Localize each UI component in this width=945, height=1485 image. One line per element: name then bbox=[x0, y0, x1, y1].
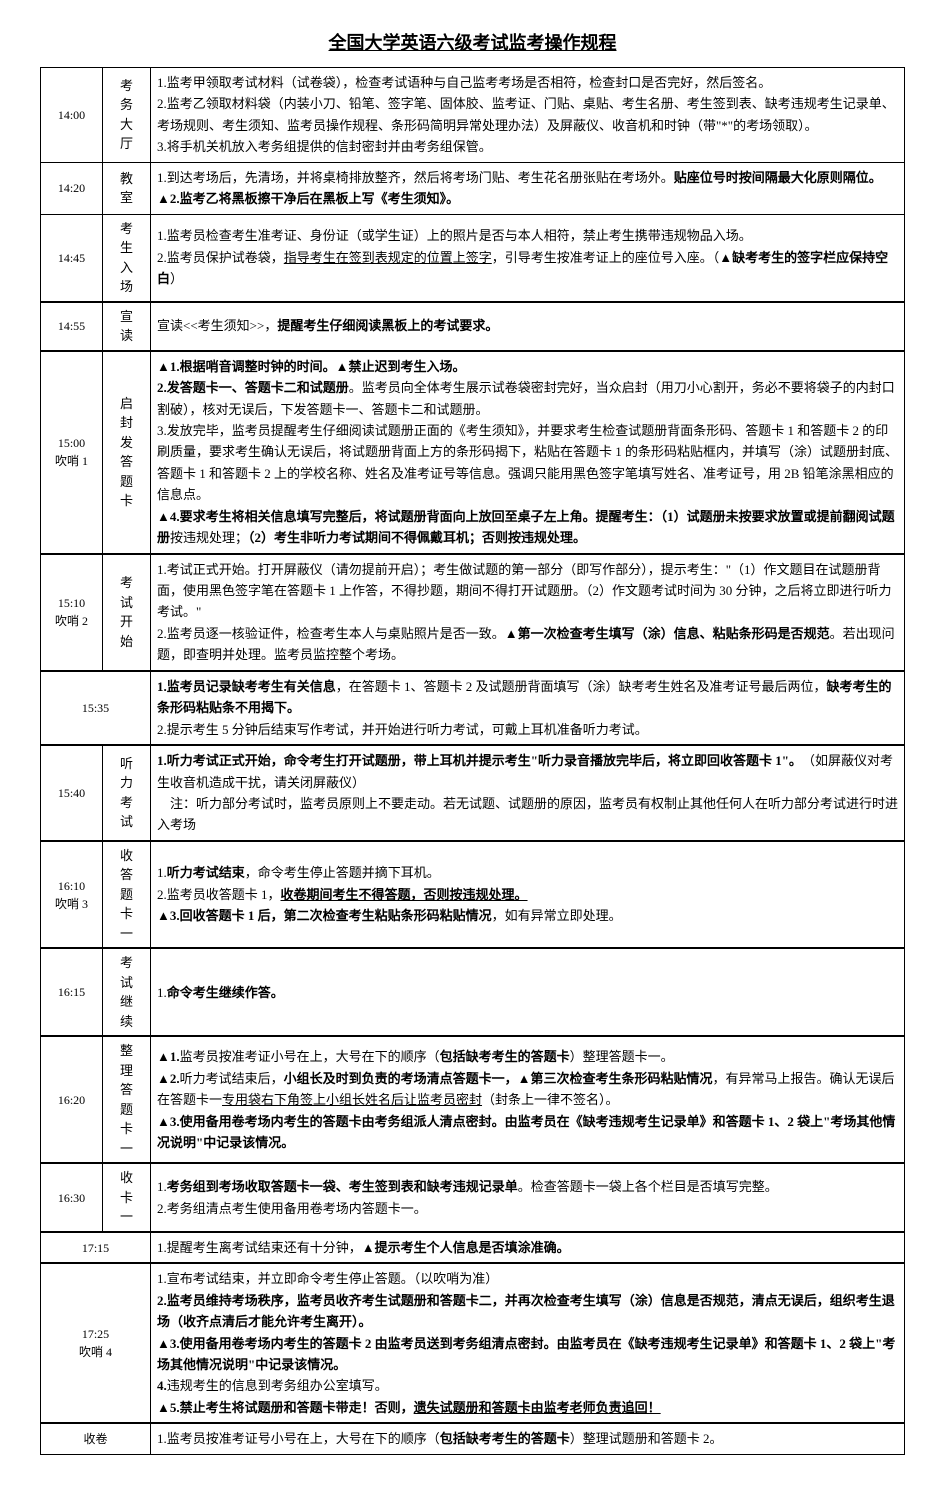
content-cell: 1.考务组到考场收取答题卡一袋、考生签到表和缺考违规记录单。检查答题卡一袋上各个… bbox=[151, 1163, 905, 1232]
table-row: 14:45考生入场1.监考员检查考生准考证、身份证（或学生证）上的照片是否与本人… bbox=[41, 214, 905, 302]
table-row: 14:55宣读宣读<<考生须知>>，提醒考生仔细阅读黑板上的考试要求。 bbox=[41, 302, 905, 351]
content-cell: 1.提醒考生离考试结束还有十分钟，▲提示考生个人信息是否填涂准确。 bbox=[151, 1232, 905, 1263]
time-cell: 16:10吹哨 3 bbox=[41, 841, 103, 949]
table-row: 收卷1.监考员按准考证号小号在上，大号在下的顺序（包括缺考考生的答题卡）整理试题… bbox=[41, 1423, 905, 1454]
table-row: 15:351.监考员记录缺考考生有关信息，在答题卡 1、答题卡 2 及试题册背面… bbox=[41, 671, 905, 745]
table-row: 15:10吹哨 2考试开始1.考试正式开始。打开屏蔽仪（请勿提前开启）；考生做试… bbox=[41, 554, 905, 671]
content-cell: 1.监考甲领取考试材料（试卷袋），检查考试语种与自己监考考场是否相符，检查封口是… bbox=[151, 68, 905, 163]
content-cell: ▲1.根据哨音调整时钟的时间。▲禁止迟到考生入场。2.发答题卡一、答题卡二和试题… bbox=[151, 351, 905, 554]
table-row: 16:10吹哨 3收答题卡一1.听力考试结束，命令考生停止答题并摘下耳机。2.监… bbox=[41, 841, 905, 949]
table-row: 16:30收卡一1.考务组到考场收取答题卡一袋、考生签到表和缺考违规记录单。检查… bbox=[41, 1163, 905, 1232]
location-cell: 宣读 bbox=[103, 302, 151, 351]
document-title: 全国大学英语六级考试监考操作规程 bbox=[40, 30, 905, 57]
table-row: 15:40听力考试1.听力考试正式开始，命令考生打开试题册，带上耳机并提示考生"… bbox=[41, 745, 905, 841]
time-cell: 15:10吹哨 2 bbox=[41, 554, 103, 671]
table-row: 16:15考试继续1.命令考生继续作答。 bbox=[41, 948, 905, 1036]
table-row: 17:151.提醒考生离考试结束还有十分钟，▲提示考生个人信息是否填涂准确。 bbox=[41, 1232, 905, 1263]
location-cell: 考试开始 bbox=[103, 554, 151, 671]
location-cell: 整理答题卡一 bbox=[103, 1036, 151, 1163]
schedule-table: 14:00考务大厅1.监考甲领取考试材料（试卷袋），检查考试语种与自己监考考场是… bbox=[40, 67, 905, 1455]
time-loc-cell: 收卷 bbox=[41, 1423, 151, 1454]
content-cell: 1.监考员检查考生准考证、身份证（或学生证）上的照片是否与本人相符，禁止考生携带… bbox=[151, 214, 905, 302]
content-cell: 1.到达考场后，先清场，并将桌椅排放整齐，然后将考场门贴、考生花名册张贴在考场外… bbox=[151, 162, 905, 214]
location-cell: 教室 bbox=[103, 162, 151, 214]
location-cell: 考试继续 bbox=[103, 948, 151, 1036]
table-row: 14:20教室1.到达考场后，先清场，并将桌椅排放整齐，然后将考场门贴、考生花名… bbox=[41, 162, 905, 214]
time-cell: 15:00吹哨 1 bbox=[41, 351, 103, 554]
time-cell: 14:45 bbox=[41, 214, 103, 302]
content-cell: 1.听力考试结束，命令考生停止答题并摘下耳机。2.监考员收答题卡 1，收卷期间考… bbox=[151, 841, 905, 949]
content-cell: 1.考试正式开始。打开屏蔽仪（请勿提前开启）；考生做试题的第一部分（即写作部分）… bbox=[151, 554, 905, 671]
content-cell: 1.监考员记录缺考考生有关信息，在答题卡 1、答题卡 2 及试题册背面填写（涂）… bbox=[151, 671, 905, 745]
location-cell: 听力考试 bbox=[103, 745, 151, 841]
location-cell: 考生入场 bbox=[103, 214, 151, 302]
time-cell: 15:40 bbox=[41, 745, 103, 841]
location-cell: 收答题卡一 bbox=[103, 841, 151, 949]
content-cell: 宣读<<考生须知>>，提醒考生仔细阅读黑板上的考试要求。 bbox=[151, 302, 905, 351]
table-row: 14:00考务大厅1.监考甲领取考试材料（试卷袋），检查考试语种与自己监考考场是… bbox=[41, 68, 905, 163]
time-loc-cell: 17:25吹哨 4 bbox=[41, 1263, 151, 1423]
table-row: 15:00吹哨 1启封发答题卡▲1.根据哨音调整时钟的时间。▲禁止迟到考生入场。… bbox=[41, 351, 905, 554]
location-cell: 收卡一 bbox=[103, 1163, 151, 1232]
time-cell: 14:20 bbox=[41, 162, 103, 214]
time-cell: 16:30 bbox=[41, 1163, 103, 1232]
content-cell: ▲1.监考员按准考证小号在上，大号在下的顺序（包括缺考考生的答题卡）整理答题卡一… bbox=[151, 1036, 905, 1163]
content-cell: 1.听力考试正式开始，命令考生打开试题册，带上耳机并提示考生"听力录音播放完毕后… bbox=[151, 745, 905, 841]
time-cell: 14:00 bbox=[41, 68, 103, 163]
table-row: 16:20整理答题卡一▲1.监考员按准考证小号在上，大号在下的顺序（包括缺考考生… bbox=[41, 1036, 905, 1163]
location-cell: 考务大厅 bbox=[103, 68, 151, 163]
content-cell: 1.命令考生继续作答。 bbox=[151, 948, 905, 1036]
table-row: 17:25吹哨 41.宣布考试结束，并立即命令考生停止答题。（以吹哨为准）2.监… bbox=[41, 1263, 905, 1423]
time-cell: 16:20 bbox=[41, 1036, 103, 1163]
content-cell: 1.监考员按准考证号小号在上，大号在下的顺序（包括缺考考生的答题卡）整理试题册和… bbox=[151, 1423, 905, 1454]
content-cell: 1.宣布考试结束，并立即命令考生停止答题。（以吹哨为准）2.监考员维持考场秩序，… bbox=[151, 1263, 905, 1423]
time-loc-cell: 17:15 bbox=[41, 1232, 151, 1263]
time-loc-cell: 15:35 bbox=[41, 671, 151, 745]
location-cell: 启封发答题卡 bbox=[103, 351, 151, 554]
time-cell: 14:55 bbox=[41, 302, 103, 351]
time-cell: 16:15 bbox=[41, 948, 103, 1036]
